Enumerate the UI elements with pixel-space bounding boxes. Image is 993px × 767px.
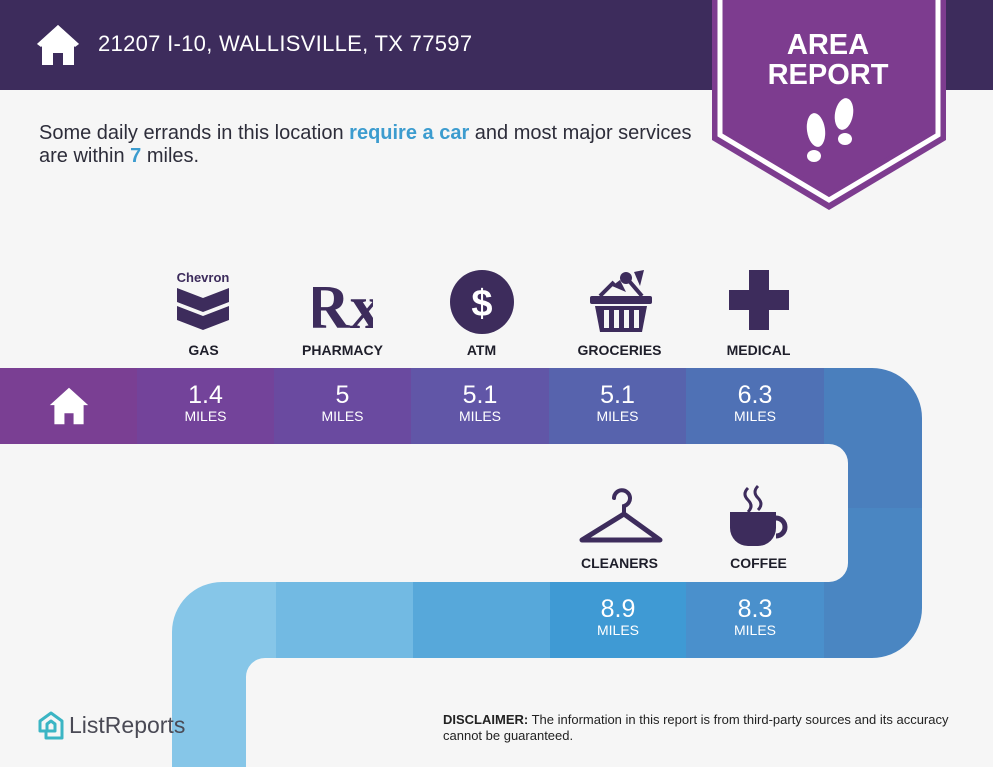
distance-cell-gas: 1.4 MILES	[137, 368, 274, 444]
svg-text:Chevron: Chevron	[177, 270, 230, 285]
coffee-cup-icon	[704, 484, 814, 552]
disclaimer-label: DISCLAIMER:	[443, 712, 529, 727]
medical-cross-icon	[704, 268, 814, 336]
route-segment	[413, 582, 550, 658]
intro-highlight-miles: 7	[130, 145, 142, 167]
chevron-logo-icon: Chevron	[148, 268, 258, 336]
svg-text:$: $	[471, 283, 492, 325]
label-medical: MEDICAL	[726, 342, 791, 358]
distance-unit: MILES	[596, 408, 639, 424]
route-path	[172, 368, 922, 767]
distance-value: 5.1	[462, 381, 498, 409]
label-gas: GAS	[188, 342, 219, 358]
area-report-badge	[712, 0, 946, 210]
distance-unit: MILES	[733, 622, 776, 638]
distance-value: 8.9	[600, 595, 636, 623]
intro-part-1: Some daily errands in this location	[39, 122, 350, 144]
label-atm: ATM	[466, 342, 497, 358]
label-groceries: GROCERIES	[577, 342, 662, 358]
badge-title: AREA REPORT	[718, 30, 938, 90]
grocery-basket-icon	[566, 268, 676, 336]
distance-unit: MILES	[184, 408, 227, 424]
intro-part-3: miles.	[141, 145, 200, 167]
distance-cell-cleaners: 8.9 MILES	[550, 582, 686, 658]
label-coffee: COFFEE	[730, 555, 787, 571]
hanger-icon	[566, 484, 676, 552]
label-pharmacy: PHARMACY	[302, 342, 383, 358]
house-icon	[37, 25, 79, 65]
distance-value: 6.3	[737, 381, 773, 409]
intro-part-2: and most major services are within	[39, 122, 692, 167]
distance-cell-atm: 5.1 MILES	[411, 368, 549, 444]
badge-line-2: REPORT	[767, 59, 889, 91]
distance-cell-medical: 6.3 MILES	[686, 368, 824, 444]
intro-highlight-car: require a car	[349, 122, 470, 144]
rx-icon: Rx	[288, 268, 398, 336]
disclaimer: DISCLAIMER: The information in this repo…	[443, 712, 963, 744]
route-segment	[276, 582, 413, 658]
svg-text:Rx: Rx	[313, 274, 373, 334]
distance-cell-coffee: 8.3 MILES	[686, 582, 824, 658]
disclaimer-text: The information in this report is from t…	[443, 712, 949, 743]
distance-unit: MILES	[596, 622, 639, 638]
distance-value: 8.3	[737, 595, 773, 623]
listreports-logo-icon	[38, 711, 64, 740]
distance-cell-pharmacy: 5 MILES	[274, 368, 411, 444]
house-icon	[49, 387, 88, 425]
footprints-icon	[806, 98, 854, 162]
label-cleaners: CLEANERS	[580, 555, 658, 571]
badge-line-1: AREA	[786, 29, 870, 61]
property-address: 21207 I-10, WALLISVILLE, TX 77597	[98, 31, 473, 56]
distance-cell-groceries: 5.1 MILES	[549, 368, 686, 444]
distance-value: 5.1	[600, 381, 635, 409]
home-cell	[0, 368, 137, 444]
distance-value: 1.4	[188, 381, 223, 409]
intro-text: Some daily errands in this location requ…	[39, 122, 709, 168]
distance-unit: MILES	[733, 408, 776, 424]
distance-value: 5	[335, 381, 350, 409]
dollar-icon: $	[427, 268, 537, 336]
listreports-logo-text: ListReports	[69, 712, 186, 738]
distance-unit: MILES	[321, 408, 364, 424]
distance-unit: MILES	[458, 408, 501, 424]
